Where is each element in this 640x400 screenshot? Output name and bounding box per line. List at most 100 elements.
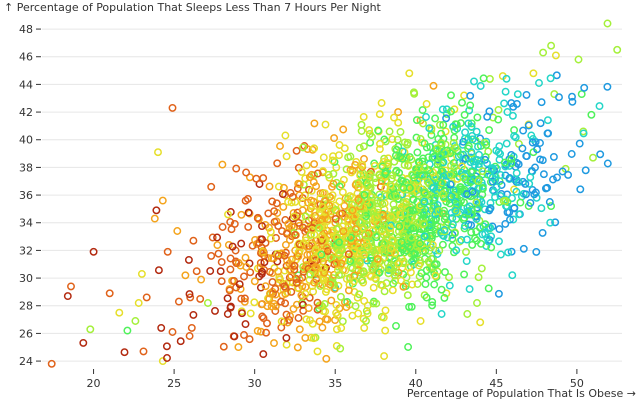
data-point <box>452 246 461 255</box>
data-point <box>277 297 285 306</box>
data-point <box>316 282 325 290</box>
y-tick-label-28: 28 <box>19 300 33 313</box>
data-point <box>238 309 246 318</box>
data-point <box>482 140 491 149</box>
data-point <box>407 155 416 164</box>
data-point <box>375 110 384 119</box>
data-point <box>397 238 406 247</box>
data-point <box>213 241 222 250</box>
data-point <box>422 143 431 152</box>
data-point <box>419 210 428 219</box>
data-point <box>384 160 393 169</box>
data-point <box>282 340 291 349</box>
data-point <box>299 143 308 152</box>
data-point <box>537 98 546 107</box>
data-point <box>339 125 348 134</box>
data-point <box>163 247 172 256</box>
data-point <box>473 204 482 213</box>
data-point <box>403 138 412 147</box>
data-point <box>392 192 401 201</box>
y-axis-ticks: 24 26 28 30 32 34 36 38 40 42 44 46 48 <box>19 23 41 368</box>
data-point <box>408 257 416 266</box>
data-point <box>431 271 440 280</box>
data-point <box>339 227 348 236</box>
data-point <box>206 267 215 275</box>
data-point <box>282 333 291 342</box>
data-point <box>176 337 185 346</box>
data-point <box>293 283 302 292</box>
data-point <box>381 326 390 335</box>
data-point <box>549 152 558 161</box>
data-point <box>311 212 319 220</box>
data-point <box>67 282 75 291</box>
data-point <box>468 135 477 144</box>
data-point <box>465 285 474 294</box>
data-point <box>216 267 225 276</box>
data-point <box>137 269 146 278</box>
data-point <box>430 152 439 161</box>
data-point <box>603 82 612 91</box>
data-point <box>420 232 429 241</box>
data-point <box>433 160 442 169</box>
data-point <box>410 173 419 182</box>
data-point <box>332 301 341 309</box>
data-point <box>271 284 280 293</box>
data-point <box>536 155 545 164</box>
data-point <box>397 176 406 185</box>
data-point <box>405 302 414 311</box>
data-point <box>356 219 365 227</box>
x-tick-label-50: 50 <box>570 377 584 390</box>
data-point <box>567 150 576 158</box>
data-point <box>461 175 470 184</box>
data-point <box>281 131 290 140</box>
data-point <box>504 248 513 257</box>
data-point <box>370 161 379 170</box>
y-tick-label-36: 36 <box>19 189 33 202</box>
data-point <box>509 215 518 224</box>
data-point <box>477 264 486 273</box>
data-point <box>295 240 304 249</box>
data-point <box>467 148 476 157</box>
data-point <box>410 89 419 98</box>
data-point <box>483 234 492 242</box>
data-point <box>576 185 585 194</box>
data-point <box>414 261 423 270</box>
data-point <box>361 231 370 240</box>
data-point <box>481 220 490 229</box>
data-point <box>280 282 289 291</box>
data-point <box>495 225 504 234</box>
data-point <box>547 41 556 50</box>
y-tick-label-34: 34 <box>19 217 33 230</box>
data-point <box>408 280 417 289</box>
data-point <box>564 170 573 179</box>
data-point <box>413 280 422 288</box>
data-point <box>285 235 294 244</box>
data-point <box>306 270 315 279</box>
data-point <box>555 93 563 102</box>
data-point <box>396 127 405 136</box>
data-point <box>310 253 319 262</box>
data-point <box>290 212 299 221</box>
data-point <box>502 139 511 148</box>
data-point <box>507 247 516 256</box>
data-point <box>442 114 451 123</box>
data-point <box>294 179 303 188</box>
data-point <box>545 198 554 206</box>
data-point <box>185 290 194 299</box>
data-point <box>384 269 393 278</box>
data-point <box>288 192 297 201</box>
data-point <box>460 213 469 222</box>
data-point <box>355 257 364 266</box>
data-point <box>546 74 555 83</box>
data-point <box>433 144 442 153</box>
data-point <box>390 113 398 122</box>
data-point <box>217 277 226 286</box>
data-point <box>244 222 253 231</box>
data-point <box>495 237 503 246</box>
data-point <box>142 293 151 302</box>
data-point <box>488 177 497 186</box>
data-point <box>329 169 338 178</box>
data-point <box>544 129 553 138</box>
data-point <box>273 159 282 168</box>
data-point <box>501 162 510 171</box>
